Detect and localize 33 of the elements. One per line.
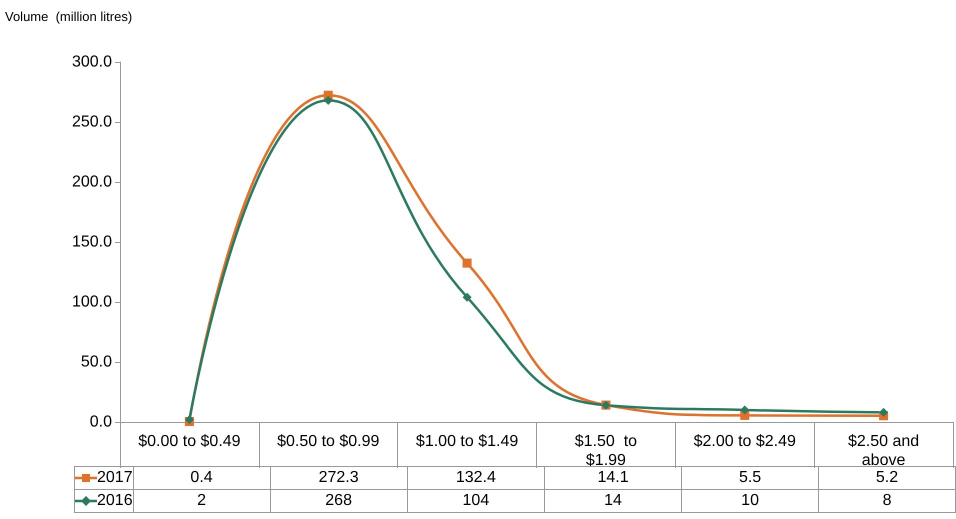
y-tick-label: 300.0 [72, 54, 112, 70]
data-label: 10 [682, 490, 819, 512]
data-label: 132.4 [407, 466, 545, 490]
y-tick-label: 50.0 [80, 354, 112, 370]
legend-label: 2017 [97, 469, 133, 486]
data-label: 0.4 [133, 466, 270, 490]
point [324, 96, 333, 105]
x-tick-label: $0.50 to $0.99 [277, 433, 380, 450]
y-tick-label: 100.0 [72, 294, 112, 310]
x-tick-label: $1.00 to $1.49 [416, 433, 518, 450]
legend-label: 2016 [97, 492, 133, 509]
point [462, 258, 472, 268]
x-tick-label: $2.00 to $2.49 [694, 433, 796, 450]
x-tick-label: $0.00 to $0.49 [138, 433, 241, 450]
x-tick-label: $2.50 and above [848, 433, 920, 469]
data-label: 14 [544, 490, 682, 512]
data-label: 8 [818, 490, 956, 512]
y-axis-title: Volume (million litres) [5, 9, 132, 24]
y-tick-label: 250.0 [72, 114, 112, 130]
data-label: 272.3 [270, 466, 408, 490]
point [740, 406, 750, 414]
data-label: 14.1 [544, 466, 682, 490]
point [462, 292, 472, 302]
data-label: 5.2 [818, 466, 956, 490]
data-label: 2 [133, 490, 270, 512]
y-tick-label: 200.0 [72, 174, 112, 190]
x-tick-label: $1.50 to $1.99 [574, 433, 638, 469]
data-label: 5.5 [682, 466, 819, 490]
point [879, 408, 888, 417]
data-label: 104 [407, 490, 545, 512]
y-tick-label: 0.0 [90, 414, 112, 430]
data-label: 268 [270, 490, 408, 512]
y-tick-label: 150.0 [72, 234, 112, 250]
